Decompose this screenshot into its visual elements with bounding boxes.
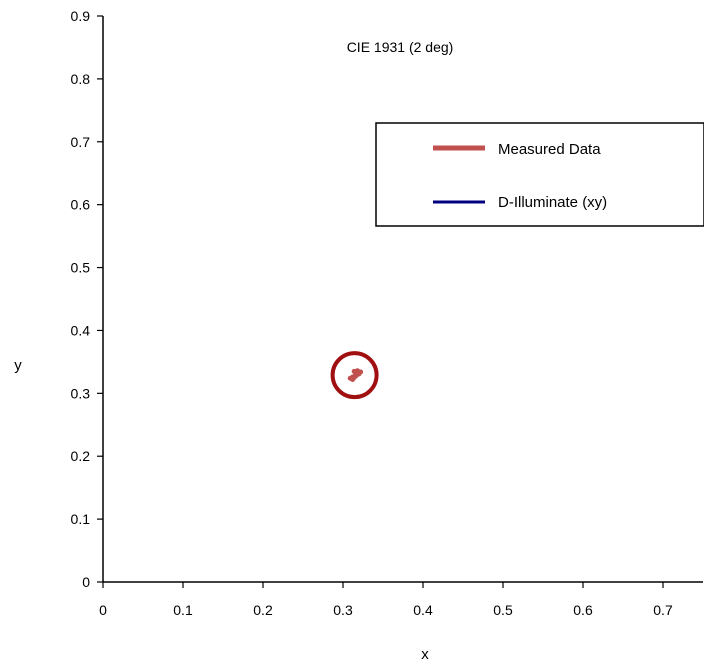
y-axis-title: y [14,357,22,374]
series-layer [348,368,363,382]
data-point [350,377,355,382]
y-tick-label: 0.8 [71,71,91,87]
x-tick-label: 0 [99,602,107,618]
x-tick-label: 0.7 [653,602,673,618]
x-tick-label: 0.1 [173,602,193,618]
x-tick-label: 0.5 [493,602,513,618]
x-tick-label: 0.6 [573,602,593,618]
data-point [358,369,363,374]
y-tick-label: 0.3 [71,385,91,401]
x-tick-label: 0.2 [253,602,273,618]
y-tick-label: 0.1 [71,511,91,527]
y-tick-label: 0.9 [71,8,91,24]
y-tick-label: 0.2 [71,448,91,464]
y-tick-label: 0.5 [71,260,91,276]
y-tick-label: 0 [82,574,90,590]
y-axis: 0 0.1 0.2 0.3 0.4 0.5 0.6 0.7 0.8 0.9 [71,8,103,590]
legend: Measured Data D-Illuminate (xy) [376,123,704,226]
x-axis: 0 0.1 0.2 0.3 0.4 0.5 0.6 0.7 [99,582,703,618]
x-tick-label: 0.3 [333,602,353,618]
legend-label-d-illuminate: D-Illuminate (xy) [498,194,607,211]
y-tick-label: 0.7 [71,134,91,150]
x-axis-title: x [421,646,429,663]
y-tick-label: 0.4 [71,322,91,338]
x-tick-label: 0.4 [413,602,433,618]
y-tick-label: 0.6 [71,197,91,213]
legend-label-measured-data: Measured Data [498,141,601,158]
chart-title: CIE 1931 (2 deg) [347,39,454,55]
